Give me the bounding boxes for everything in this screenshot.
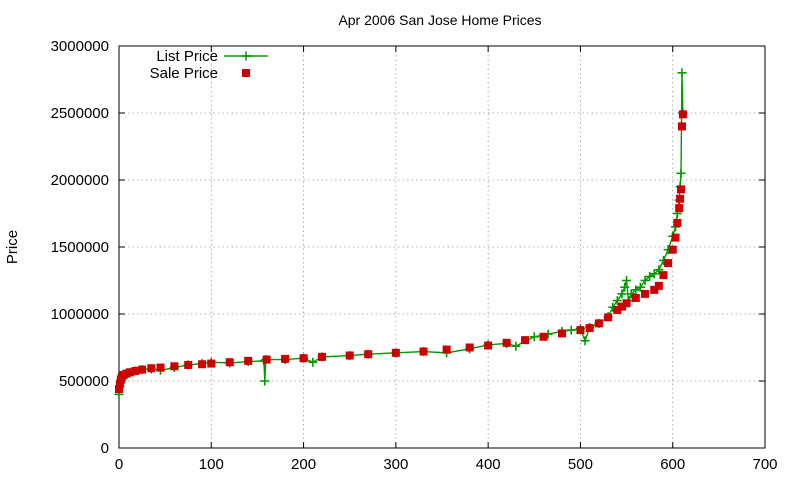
sale-price-point bbox=[419, 347, 428, 356]
sale-price-point bbox=[622, 299, 631, 308]
sale-price-point bbox=[604, 313, 613, 322]
list-price-point bbox=[612, 296, 622, 306]
sale-price-point bbox=[668, 245, 677, 254]
sale-price-point bbox=[675, 204, 684, 213]
sale-price-point bbox=[664, 259, 673, 268]
list-price-point bbox=[645, 271, 655, 281]
sale-price-point bbox=[126, 368, 135, 377]
sale-price-point bbox=[659, 271, 668, 280]
sale-price-point bbox=[521, 336, 530, 345]
list-price-point bbox=[649, 269, 659, 279]
sale-price-point bbox=[225, 358, 234, 367]
list-price-point bbox=[635, 282, 645, 292]
sale-price-point bbox=[502, 338, 511, 347]
axis-ticks: 0 100 200 300 400 500 600 700 0 500000 1000000 1500… bbox=[51, 38, 778, 473]
sale-price-point bbox=[557, 329, 566, 338]
sale-price-point bbox=[131, 366, 140, 375]
sale-price-point bbox=[318, 352, 327, 361]
sale-price-point bbox=[244, 356, 253, 365]
sale-price-point bbox=[576, 326, 585, 335]
y-tick-label: 1500000 bbox=[51, 239, 109, 256]
sale-price-point bbox=[184, 360, 193, 369]
series-line bbox=[118, 72, 684, 395]
x-tick-label: 400 bbox=[476, 456, 501, 473]
list-price-point bbox=[631, 285, 641, 295]
list-price-point bbox=[566, 325, 576, 335]
legend-marker bbox=[242, 69, 250, 77]
sale-price-point bbox=[364, 350, 373, 359]
sale-price-point bbox=[631, 293, 640, 302]
sale-price-point bbox=[156, 363, 165, 372]
sale-price-point bbox=[198, 360, 207, 369]
sale-price-point bbox=[170, 362, 179, 371]
sale-price-point bbox=[391, 348, 400, 357]
x-tick-label: 0 bbox=[115, 456, 123, 473]
list-price-point bbox=[676, 168, 686, 178]
y-axis-label: Price bbox=[4, 230, 21, 264]
y-tick-label: 2500000 bbox=[51, 105, 109, 122]
list-price-point bbox=[620, 282, 630, 292]
y-tick-label: 500000 bbox=[59, 373, 109, 390]
list-price-point bbox=[654, 265, 664, 275]
list-price-point bbox=[580, 336, 590, 346]
sale-price-point bbox=[115, 385, 123, 394]
chart-title: Apr 2006 San Jose Home Prices bbox=[338, 12, 541, 28]
sale-price-point bbox=[262, 355, 271, 364]
sale-price-point bbox=[654, 281, 663, 290]
sale-price-point bbox=[678, 110, 687, 119]
legend-label: List Price bbox=[156, 48, 218, 65]
sale-price-point bbox=[442, 345, 451, 354]
sale-price-point bbox=[484, 341, 493, 350]
sale-price-point bbox=[641, 289, 650, 298]
sale-price-point bbox=[465, 343, 474, 352]
y-tick-label: 0 bbox=[101, 440, 109, 457]
legend-label: Sale Price bbox=[150, 65, 218, 82]
sale-price-point bbox=[676, 194, 685, 203]
series bbox=[114, 68, 688, 399]
list-price-point bbox=[308, 357, 318, 367]
sale-price-point bbox=[299, 354, 308, 363]
x-tick-label: 700 bbox=[752, 456, 777, 473]
sale-price-point bbox=[617, 302, 626, 311]
list-price-point bbox=[529, 332, 539, 342]
x-tick-label: 300 bbox=[383, 456, 408, 473]
list-price-point bbox=[640, 276, 650, 285]
legend-marker bbox=[241, 51, 251, 61]
x-tick-label: 500 bbox=[568, 456, 593, 473]
sale-price-point bbox=[594, 319, 603, 328]
series-sale-price bbox=[115, 110, 687, 394]
x-tick-label: 600 bbox=[660, 456, 685, 473]
list-price-point bbox=[260, 376, 270, 386]
list-price-point bbox=[677, 68, 687, 78]
y-tick-label: 2000000 bbox=[51, 172, 109, 189]
list-price-point bbox=[622, 276, 632, 285]
y-tick-label: 1000000 bbox=[51, 306, 109, 323]
sale-price-point bbox=[673, 218, 682, 227]
list-price-point bbox=[617, 289, 627, 299]
sale-price-point bbox=[281, 354, 290, 363]
y-tick-label: 3000000 bbox=[51, 38, 109, 55]
list-price-point bbox=[626, 289, 636, 299]
sale-price-point bbox=[677, 185, 686, 194]
series-list-price bbox=[114, 68, 688, 399]
sale-price-point bbox=[207, 359, 216, 368]
sale-price-point bbox=[613, 305, 622, 314]
sale-price-point bbox=[585, 324, 594, 333]
sale-price-point bbox=[671, 233, 680, 242]
x-tick-label: 200 bbox=[291, 456, 316, 473]
x-tick-label: 100 bbox=[199, 456, 224, 473]
sale-price-point bbox=[345, 351, 354, 360]
sale-price-point bbox=[650, 285, 659, 294]
sale-price-point bbox=[539, 332, 548, 341]
sale-price-point bbox=[138, 365, 147, 374]
sale-price-point bbox=[115, 379, 124, 388]
list-price-point bbox=[511, 341, 521, 351]
sale-price-point bbox=[677, 122, 686, 131]
sale-price-point bbox=[147, 364, 156, 373]
